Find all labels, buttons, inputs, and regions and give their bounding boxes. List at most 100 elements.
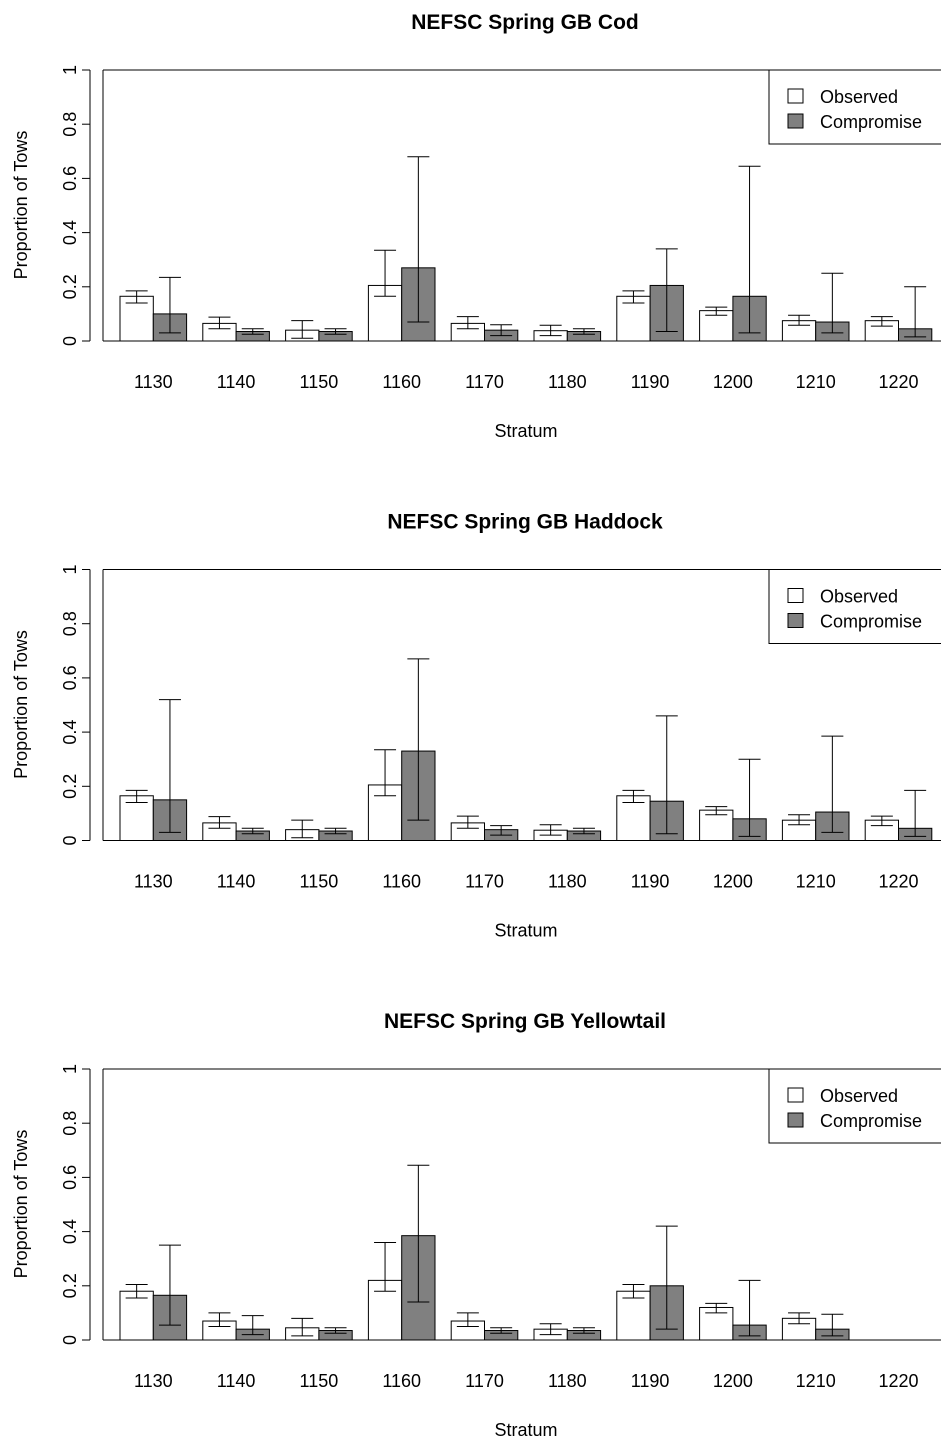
x-axis-label: Stratum (494, 1420, 557, 1440)
error-bar-compromise (324, 328, 347, 335)
error-bar-compromise (655, 715, 678, 835)
y-tick-label: 0.8 (60, 112, 80, 137)
legend-box (768, 1068, 941, 1144)
error-bar-observed (870, 815, 893, 827)
y-tick-label: 0 (60, 336, 80, 346)
legend-swatch-compromise (787, 113, 804, 129)
error-bar-observed (125, 290, 148, 304)
error-bar-observed (788, 314, 811, 326)
x-tick-label: 1210 (796, 1371, 836, 1391)
error-bar-observed (291, 1317, 314, 1337)
y-axis-label: Proportion of Tows (11, 1130, 31, 1279)
error-bar-compromise (904, 286, 927, 338)
x-tick-label: 1220 (878, 372, 918, 392)
y-tick-label: 0.4 (60, 1219, 80, 1244)
x-tick-label: 1150 (300, 372, 339, 392)
error-bar-observed (870, 316, 893, 327)
x-tick-label: 1140 (217, 1371, 256, 1391)
y-tick-label: 0.8 (60, 611, 80, 636)
y-tick-label: 1 (60, 1064, 80, 1074)
x-tick-label: 1210 (796, 872, 836, 892)
x-tick-label: 1180 (548, 372, 587, 392)
error-bar-compromise (738, 165, 761, 334)
error-bar-observed (705, 806, 728, 816)
legend: Observed Compromise (768, 569, 941, 644)
error-bar-observed (622, 1283, 645, 1299)
y-tick-label: 1 (60, 65, 80, 75)
x-tick-label: 1130 (134, 872, 173, 892)
x-tick-label: 1140 (217, 372, 256, 392)
error-bar-compromise (407, 156, 430, 323)
x-tick-label: 1220 (878, 1371, 918, 1391)
x-tick-label: 1170 (465, 372, 504, 392)
legend-label-observed: Observed (820, 1086, 898, 1106)
error-bar-compromise (572, 1327, 595, 1334)
error-bar-observed (539, 1323, 562, 1336)
legend: Observed Compromise (768, 69, 941, 145)
x-tick-label: 1190 (631, 872, 670, 892)
y-tick-label: 0.6 (60, 166, 80, 191)
x-tick-label: 1140 (217, 872, 256, 892)
error-bar-compromise (241, 827, 264, 835)
x-tick-label: 1130 (134, 372, 173, 392)
x-tick-label: 1180 (548, 1371, 587, 1391)
error-bar-compromise (407, 1164, 430, 1303)
x-axis-label: Stratum (494, 421, 557, 441)
error-bar-compromise (490, 324, 513, 337)
error-bar-compromise (490, 1327, 513, 1334)
x-tick-label: 1200 (713, 872, 753, 892)
error-bar-compromise (904, 789, 927, 837)
error-bar-compromise (655, 1225, 678, 1330)
bar-observed (616, 1290, 651, 1341)
x-tick-label: 1170 (465, 872, 504, 892)
error-bar-observed (374, 249, 397, 297)
error-bar-compromise (821, 735, 844, 833)
x-tick-label: 1150 (300, 1371, 339, 1391)
legend-swatch-compromise (787, 613, 804, 628)
legend-label-observed: Observed (820, 587, 898, 607)
error-bar-observed (374, 1241, 397, 1292)
legend-box (768, 569, 941, 644)
error-bar-compromise (324, 827, 347, 835)
error-bar-observed (456, 1312, 479, 1327)
y-tick-label: 0.2 (60, 274, 80, 299)
error-bar-observed (208, 816, 231, 829)
x-tick-label: 1200 (713, 372, 753, 392)
y-tick-label: 0.2 (60, 1273, 80, 1298)
legend-label-observed: Observed (820, 87, 898, 107)
y-tick-label: 0 (60, 1335, 80, 1345)
error-bar-compromise (655, 248, 678, 333)
legend-swatch-observed (787, 88, 804, 104)
error-bar-observed (291, 819, 314, 839)
error-bar-observed (539, 824, 562, 836)
y-tick-label: 0.4 (60, 220, 80, 245)
error-bar-observed (125, 789, 148, 804)
error-bar-observed (788, 1312, 811, 1325)
chart-title: NEFSC Spring GB Yellowtail (384, 1010, 666, 1033)
chart-title: NEFSC Spring GB Haddock (387, 511, 663, 534)
error-bar-observed (456, 815, 479, 829)
legend: Observed Compromise (768, 1068, 941, 1144)
legend-label-compromise: Compromise (820, 1111, 922, 1131)
chart-panel-3: NEFSC Spring GB Yellowtail 0 0.2 0.4 0.6 0.8 1… (11, 1010, 941, 1440)
y-tick-label: 0.4 (60, 720, 80, 745)
error-bar-compromise (821, 272, 844, 334)
error-bar-observed (208, 316, 231, 330)
error-bar-compromise (158, 699, 181, 833)
x-tick-label: 1190 (631, 372, 670, 392)
error-bar-compromise (490, 825, 513, 836)
error-bar-observed (208, 1312, 231, 1327)
x-tick-label: 1210 (796, 372, 836, 392)
bar-observed (119, 1290, 154, 1341)
error-bar-observed (705, 306, 728, 316)
error-bar-observed (539, 324, 562, 337)
error-bar-compromise (324, 1327, 347, 1334)
chart-panel-2: NEFSC Spring GB Haddock 0 0.2 0.4 0.6 0.8 1 Pro… (11, 511, 941, 941)
y-tick-label: 0.6 (60, 665, 80, 690)
error-bar-compromise (241, 1315, 264, 1336)
y-tick-label: 0.6 (60, 1165, 80, 1190)
error-bar-compromise (738, 1279, 761, 1337)
error-bar-compromise (821, 1313, 844, 1337)
y-tick-label: 0.2 (60, 774, 80, 799)
